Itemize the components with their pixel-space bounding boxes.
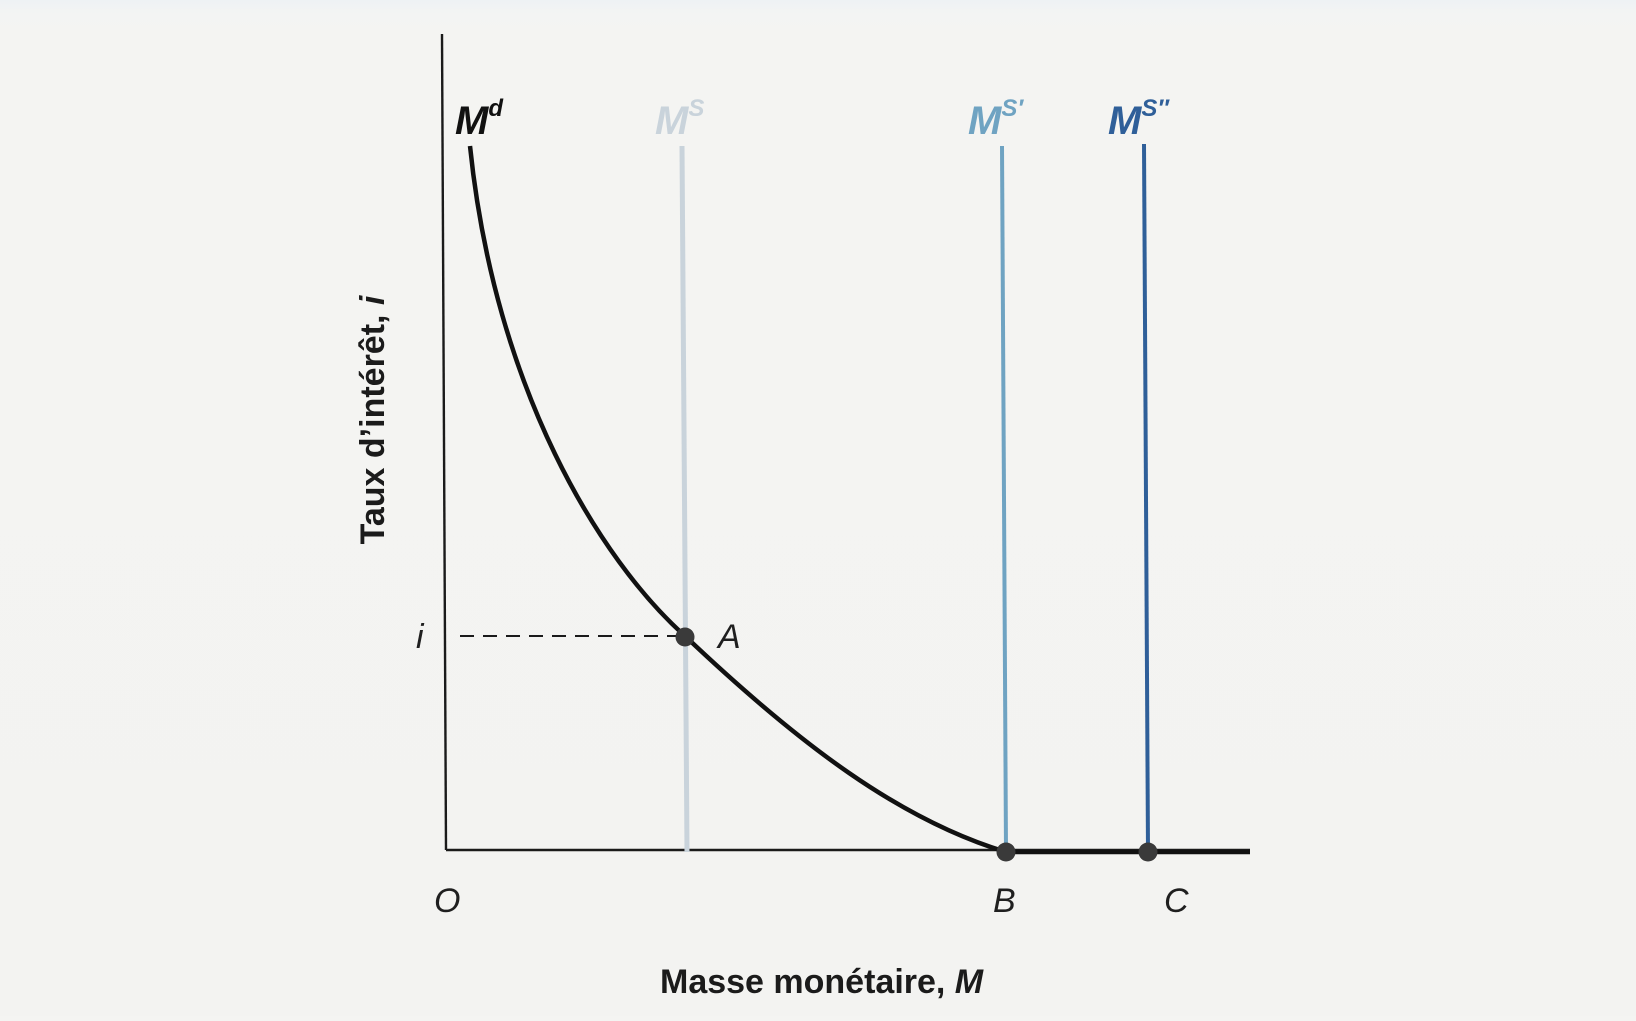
y-axis-title: Taux d’intérêt, i bbox=[354, 294, 392, 544]
supply-line-ms-double-prime bbox=[1142, 143, 1150, 853]
point-a-marker bbox=[675, 627, 695, 647]
supply-line-ms bbox=[679, 145, 690, 853]
label-ms-prime: MS′ bbox=[968, 95, 1024, 143]
label-ms: MS bbox=[655, 95, 704, 143]
y-axis bbox=[440, 33, 448, 851]
label-ms-double-prime: MS″ bbox=[1108, 95, 1170, 143]
x-axis-title: Masse monétaire, M bbox=[660, 963, 984, 1001]
label-point-a: A bbox=[716, 618, 741, 656]
point-c-marker bbox=[1138, 842, 1158, 862]
label-origin: O bbox=[434, 882, 460, 920]
label-i-tick: i bbox=[416, 618, 425, 656]
point-b-marker bbox=[996, 842, 1016, 862]
supply-line-ms-prime bbox=[1000, 145, 1008, 853]
label-point-b: B bbox=[993, 882, 1016, 920]
label-point-c: C bbox=[1164, 882, 1189, 920]
label-md: Md bbox=[455, 95, 504, 143]
money-demand-curve bbox=[467, 145, 1250, 855]
